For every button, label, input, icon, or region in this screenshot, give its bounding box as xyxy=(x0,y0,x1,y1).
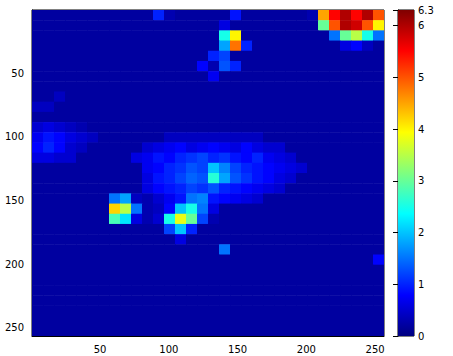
svg-text:4: 4 xyxy=(418,124,424,135)
svg-text:100: 100 xyxy=(159,344,178,355)
svg-text:5: 5 xyxy=(418,72,424,83)
svg-text:150: 150 xyxy=(228,344,247,355)
svg-text:250: 250 xyxy=(5,322,24,333)
svg-text:3: 3 xyxy=(418,175,424,186)
svg-text:6: 6 xyxy=(418,20,424,31)
svg-text:100: 100 xyxy=(5,131,24,142)
svg-text:1: 1 xyxy=(418,279,424,290)
svg-text:2: 2 xyxy=(418,227,424,238)
svg-text:6.3: 6.3 xyxy=(418,5,434,16)
svg-text:200: 200 xyxy=(5,259,24,270)
svg-text:50: 50 xyxy=(11,68,24,79)
svg-text:200: 200 xyxy=(297,344,316,355)
svg-text:50: 50 xyxy=(94,344,107,355)
svg-text:150: 150 xyxy=(5,195,24,206)
svg-text:250: 250 xyxy=(366,344,385,355)
svg-text:0: 0 xyxy=(418,331,424,342)
